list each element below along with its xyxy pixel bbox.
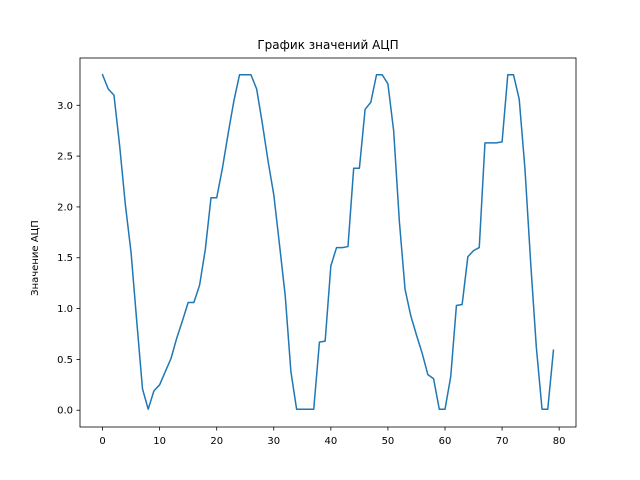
x-tick-label: 40 (324, 436, 337, 447)
x-tick-label: 60 (439, 436, 452, 447)
y-tick-label: 0.0 (57, 406, 73, 417)
y-tick-label: 1.0 (57, 304, 73, 315)
y-tick-label: 3.0 (57, 101, 73, 112)
x-tick-label: 0 (99, 436, 105, 447)
y-tick-label: 0.5 (57, 355, 73, 366)
x-tick-label: 20 (210, 436, 223, 447)
y-tick-label: 2.5 (57, 152, 73, 163)
x-axis-ticks: 0 10 20 30 40 50 60 70 80 (99, 427, 566, 447)
series-line (101, 73, 555, 410)
y-axis-ticks: 0.0 0.5 1.0 1.5 2.0 2.5 3.0 (57, 101, 80, 417)
y-axis-label: Значение АЦП (30, 220, 41, 296)
y-tick-label: 2.0 (57, 202, 73, 213)
x-tick-label: 50 (382, 436, 395, 447)
plot-frame (79, 57, 577, 428)
x-tick-label: 30 (267, 436, 280, 447)
x-tick-label: 80 (553, 436, 566, 447)
x-tick-label: 70 (496, 436, 509, 447)
chart-title: График значений АЦП (257, 38, 398, 52)
y-tick-label: 1.5 (57, 253, 73, 264)
x-tick-label: 10 (153, 436, 166, 447)
plot-lines (101, 73, 555, 410)
